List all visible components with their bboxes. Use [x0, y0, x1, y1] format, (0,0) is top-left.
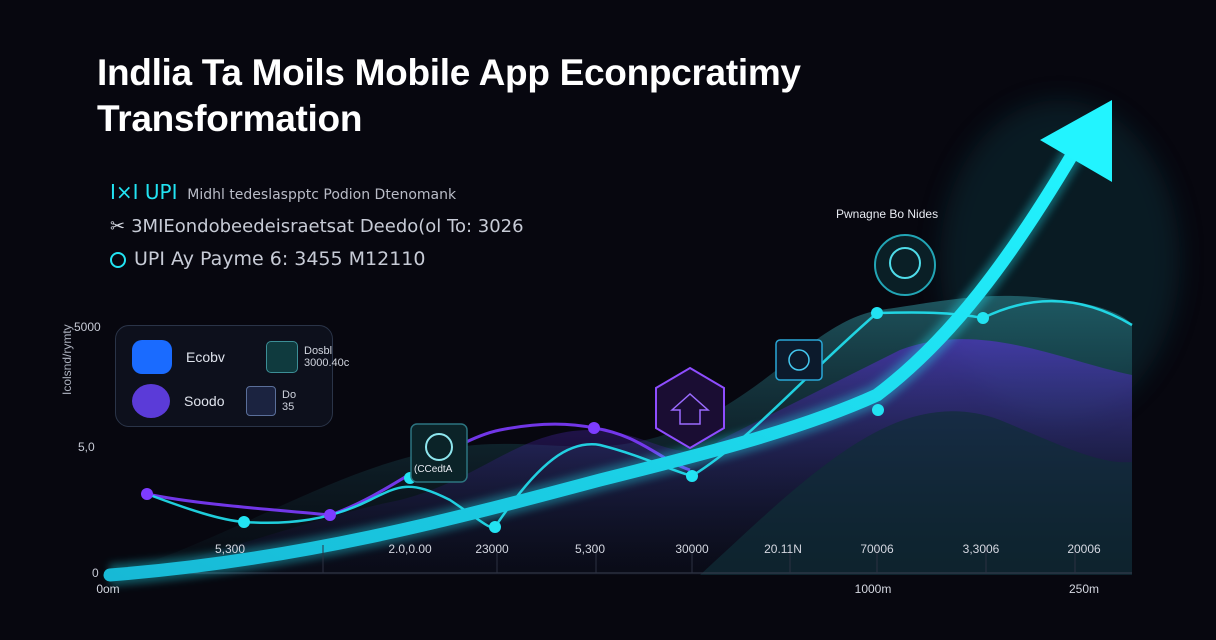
- data-point: [686, 470, 698, 482]
- y-tick-top: 5000: [74, 320, 101, 334]
- y-tick-mid: 5,0: [78, 440, 95, 454]
- legend-item-2: Soodo: [132, 384, 224, 418]
- x-tick-label: 70006: [860, 542, 894, 556]
- data-point: [977, 312, 989, 324]
- page-title: Indlia Ta Moils Mobile App Econpcratimy …: [97, 50, 801, 142]
- legend-item-3: Dosbl 3000.40c: [266, 341, 349, 373]
- cycle-icon: [132, 384, 170, 418]
- growth-arrow: [103, 143, 1082, 582]
- legend-item-4: Do 35: [246, 386, 296, 416]
- purple-line: [146, 422, 691, 517]
- node-icon-top: [874, 234, 936, 296]
- leaf-icon: [266, 341, 298, 373]
- growth-arrowhead: [1040, 100, 1112, 182]
- x-tick-label: 30000: [675, 542, 709, 556]
- link-icon: ✂: [110, 216, 126, 237]
- y-axis-label: Icolsnd/rymty: [60, 324, 74, 395]
- x-subtick-label: 1000m: [854, 582, 892, 596]
- legend-item-1: Ecobv: [132, 340, 225, 374]
- stat-line-2-text: 3MIEondobeedeisraetsat Deedo(ol To: 3026: [131, 216, 524, 237]
- legend-label-2: Soodo: [184, 393, 225, 409]
- legend-label-4: Do 35: [282, 389, 297, 413]
- x-tick-label: 20006: [1067, 542, 1101, 556]
- data-point: [872, 404, 884, 416]
- legend-label-3: Dosbl 3000.40c: [304, 345, 350, 369]
- legend-card: Ecobv Soodo Dosbl 3000.40c Do 35: [115, 325, 349, 427]
- x-tick-label: 20.11N: [764, 542, 802, 556]
- title-line-2: Transformation: [97, 98, 363, 139]
- x-tick-label: 2.0,0.00: [388, 542, 432, 556]
- cyan-thin-line: [146, 299, 1133, 529]
- data-point: [489, 521, 501, 533]
- x-subtick-label: 0om: [96, 582, 120, 596]
- legend-label-1: Ecobv: [186, 349, 225, 365]
- stat-line-3-text: UPI Ay Payme 6: 3455 M12110: [134, 248, 426, 270]
- stat-line-2: ✂ 3MIEondobeedeisraetsat Deedo(ol To: 302…: [110, 216, 524, 237]
- node-icon-top-inner: [889, 247, 921, 279]
- chat-icon: [132, 340, 172, 374]
- data-point: [324, 509, 336, 521]
- ring-icon: [110, 251, 126, 268]
- y-tick-zero: 0: [92, 566, 99, 580]
- node-tag-top-right: Pwnagne Bo Nides: [836, 207, 939, 221]
- stat-line-1-value: Midhl tedeslaspptc Podion Dtenomank: [187, 187, 457, 203]
- x-tick-label: 3,3006: [962, 542, 1000, 556]
- stat-line-1-key: I×I UPI: [110, 180, 178, 204]
- x-tick-label: 23000: [475, 542, 509, 556]
- data-point: [871, 307, 883, 319]
- chart-icon: [246, 386, 276, 416]
- node-tag-box: (CCedtA: [414, 464, 453, 475]
- x-tick-label: 5,300: [214, 542, 246, 556]
- data-point: [238, 516, 250, 528]
- stat-line-3: UPI Ay Payme 6: 3455 M12110: [110, 248, 426, 270]
- node-icon-right: [775, 339, 823, 381]
- data-point: [141, 488, 153, 500]
- node-icon-right-ring: [788, 349, 810, 371]
- node-icon-left-ring: [425, 433, 453, 461]
- node-icon-left: [410, 423, 468, 483]
- x-tick-label: 5,300: [574, 542, 606, 556]
- dark-teal-wave: [700, 411, 1132, 575]
- hex-inner-icon: [670, 392, 710, 425]
- hexagon-badge: [655, 366, 725, 450]
- x-subtick-label: 250m: [1068, 582, 1100, 596]
- title-line-1: Indlia Ta Moils Mobile App Econpcratimy: [97, 52, 801, 93]
- data-point: [588, 422, 600, 434]
- stat-line-1: I×I UPI Midhl tedeslaspptc Podion Dtenom…: [110, 180, 456, 204]
